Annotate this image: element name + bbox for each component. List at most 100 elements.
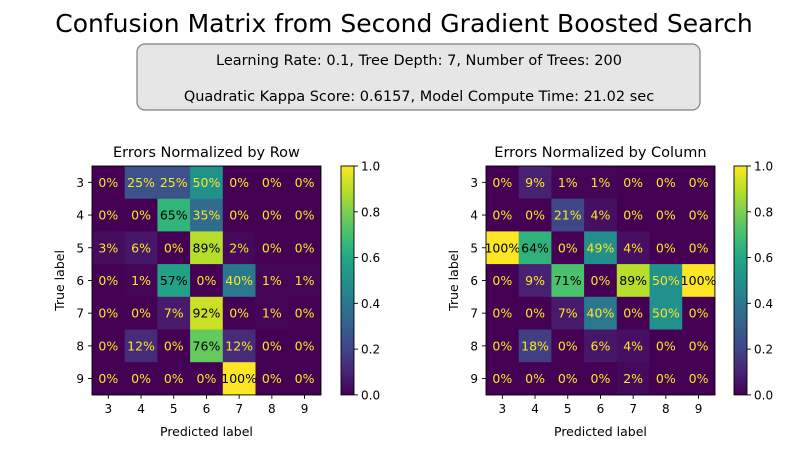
- panel-title: Errors Normalized by Column: [494, 145, 706, 161]
- heatmap-cell: [255, 329, 289, 363]
- y-tick-label: 7: [470, 307, 478, 321]
- info-line-score: Quadratic Kappa Score: 0.6157, Model Com…: [184, 89, 654, 105]
- heatmap-cell: [157, 264, 191, 298]
- cell-value-label: 0%: [525, 208, 545, 223]
- heatmap-cell: [682, 362, 716, 396]
- cell-value-label: 6%: [591, 338, 611, 353]
- heatmap-cell: [124, 166, 158, 200]
- heatmap-cell: [486, 198, 520, 232]
- cell-value-label: 0%: [98, 273, 118, 288]
- cell-value-label: 21%: [554, 208, 582, 223]
- heatmap-cell: [616, 264, 650, 298]
- heatmap-cell: [551, 329, 585, 363]
- cell-value-label: 0%: [558, 338, 578, 353]
- x-tick-label: 7: [235, 402, 243, 416]
- cell-value-label: 0%: [229, 175, 249, 190]
- colorbar-tick-label: 0.2: [361, 343, 380, 357]
- cell-value-label: 0%: [689, 371, 709, 386]
- heatmap-cell: [190, 296, 224, 330]
- heatmap-cell: [616, 296, 650, 330]
- cell-value-label: 9%: [525, 175, 545, 190]
- cell-value-label: 0%: [689, 338, 709, 353]
- cell-value-label: 12%: [225, 338, 253, 353]
- cell-value-label: 0%: [689, 175, 709, 190]
- cell-value-label: 0%: [295, 338, 315, 353]
- cell-value-label: 3%: [98, 240, 118, 255]
- heatmap-cell: [124, 198, 158, 232]
- heatmap-cell: [124, 264, 158, 298]
- cell-value-label: 18%: [521, 338, 549, 353]
- cell-value-label: 0%: [492, 306, 512, 321]
- cell-value-label: 0%: [492, 208, 512, 223]
- heatmap-cell: [486, 166, 520, 200]
- x-tick-label: 4: [531, 402, 539, 416]
- x-tick-label: 7: [629, 402, 637, 416]
- colorbar-tick-label: 0.2: [754, 343, 773, 357]
- cell-value-label: 0%: [262, 338, 282, 353]
- x-tick-label: 3: [499, 402, 507, 416]
- y-axis-label: True label: [52, 250, 67, 312]
- info-line-parameters: Learning Rate: 0.1, Tree Depth: 7, Numbe…: [216, 53, 622, 69]
- colorbar-tick-label: 1.0: [361, 160, 380, 174]
- heatmap-cell: [551, 362, 585, 396]
- y-tick-label: 3: [470, 176, 478, 190]
- cell-value-label: 1%: [295, 273, 315, 288]
- cell-value-label: 1%: [591, 175, 611, 190]
- cell-value-label: 0%: [689, 240, 709, 255]
- cell-value-label: 0%: [492, 338, 512, 353]
- cell-value-label: 7%: [558, 306, 578, 321]
- heatmap-cell: [682, 296, 716, 330]
- heatmap-cell: [649, 264, 683, 298]
- heatmap-cell: [682, 264, 716, 298]
- heatmap-cell: [288, 296, 322, 330]
- heatmap-cell: [255, 362, 289, 396]
- panel-title: Errors Normalized by Row: [113, 145, 300, 161]
- heatmap-cell: [584, 296, 618, 330]
- heatmap-cell: [190, 166, 224, 200]
- colorbar-gradient: [340, 165, 355, 396]
- y-tick-label: 6: [76, 274, 84, 288]
- cell-value-label: 7%: [164, 306, 184, 321]
- heatmap-cell: [222, 198, 256, 232]
- figure-title: Confusion Matrix from Second Gradient Bo…: [55, 9, 752, 38]
- cell-value-label: 0%: [656, 208, 676, 223]
- heatmap-cell: [551, 166, 585, 200]
- heatmap-cell: [288, 166, 322, 200]
- x-axis-label: Predicted label: [160, 424, 253, 439]
- cell-value-label: 92%: [193, 306, 221, 321]
- heatmap-cell: [584, 264, 618, 298]
- cell-value-label: 40%: [587, 306, 615, 321]
- cell-value-label: 89%: [193, 240, 221, 255]
- heatmap-cell: [486, 264, 520, 298]
- heatmap-cell: [518, 166, 552, 200]
- heatmap-cell: [616, 329, 650, 363]
- heatmap-cell: [190, 329, 224, 363]
- heatmap-cell: [288, 362, 322, 396]
- heatmap-cell: [584, 362, 618, 396]
- x-tick-label: 4: [137, 402, 145, 416]
- x-tick-label: 8: [268, 402, 276, 416]
- cell-value-label: 50%: [652, 306, 680, 321]
- heatmap-cell: [682, 329, 716, 363]
- heatmap-cell: [486, 296, 520, 330]
- cell-value-label: 0%: [262, 371, 282, 386]
- cell-value-label: 0%: [558, 240, 578, 255]
- heatmap-cell: [288, 329, 322, 363]
- colorbar-tick-label: 0.8: [361, 205, 380, 219]
- heatmap-cell: [486, 362, 520, 396]
- info-box: [136, 43, 701, 111]
- cell-value-label: 2%: [623, 371, 643, 386]
- heatmap-cell: [255, 198, 289, 232]
- heatmap-cell: [222, 329, 256, 363]
- heatmap-cell: [616, 231, 650, 265]
- heatmap-cell: [222, 362, 256, 396]
- cell-value-label: 9%: [525, 273, 545, 288]
- cell-value-label: 0%: [623, 208, 643, 223]
- cell-value-label: 0%: [262, 208, 282, 223]
- heatmap-cell: [518, 264, 552, 298]
- cell-value-label: 0%: [623, 306, 643, 321]
- heatmap-cell: [124, 362, 158, 396]
- heatmap-cell: [92, 329, 126, 363]
- heatmap-cell: [584, 166, 618, 200]
- cell-value-label: 0%: [295, 306, 315, 321]
